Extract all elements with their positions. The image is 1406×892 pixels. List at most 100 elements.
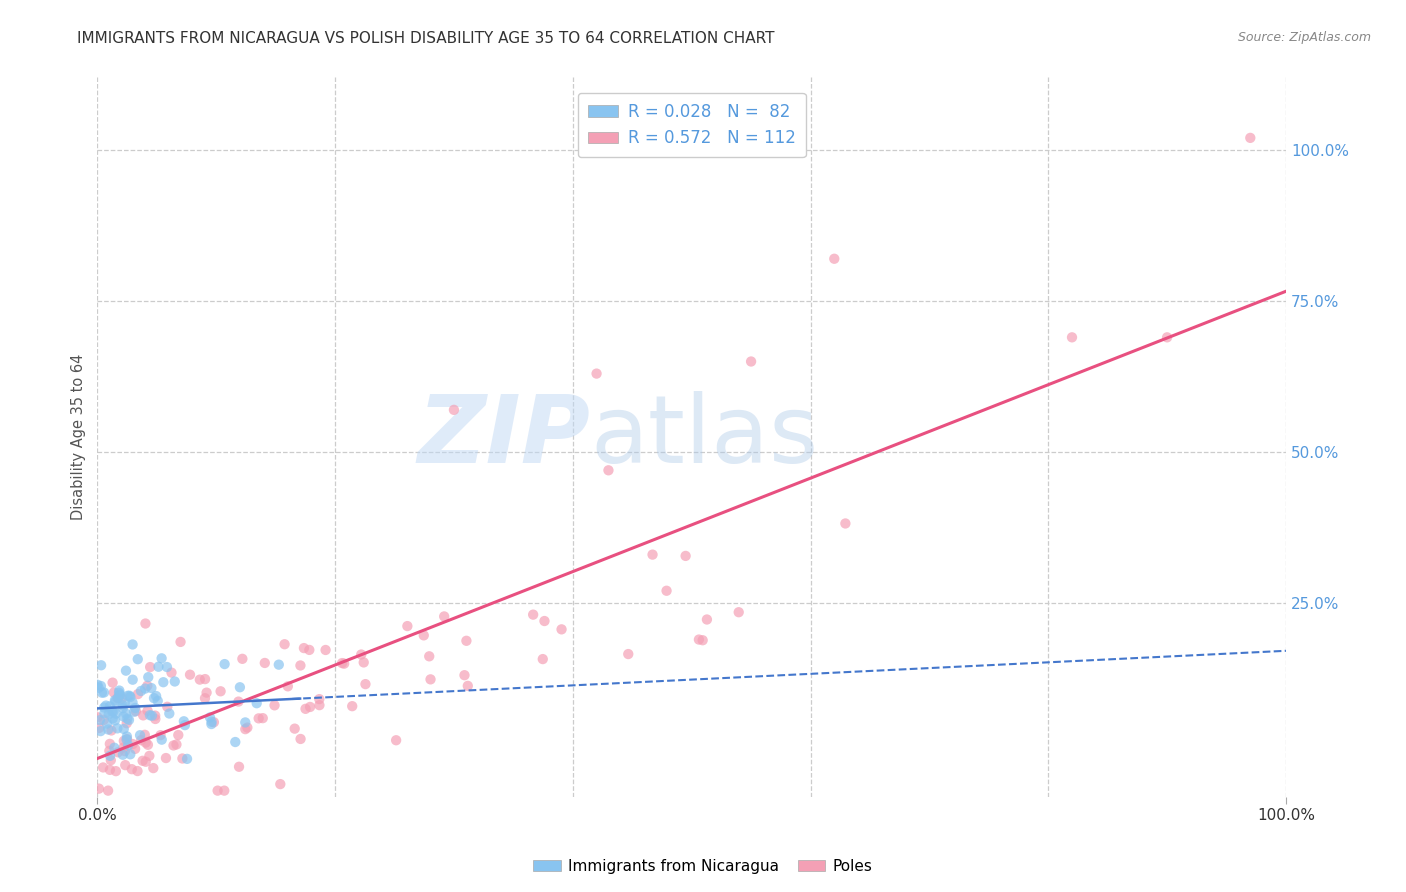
Point xyxy=(136,679,159,693)
Point xyxy=(114,758,136,772)
Point xyxy=(115,716,138,731)
Point xyxy=(115,730,138,744)
Point xyxy=(97,707,120,722)
Point xyxy=(330,656,353,670)
Point xyxy=(124,701,146,715)
Point xyxy=(207,783,229,797)
Point xyxy=(149,728,172,742)
Point xyxy=(121,637,143,651)
Point xyxy=(139,708,162,723)
Point xyxy=(132,708,155,723)
Point xyxy=(298,643,321,657)
Point xyxy=(93,700,115,714)
Point xyxy=(114,696,136,710)
Point xyxy=(91,686,114,700)
Point xyxy=(87,681,110,695)
Point xyxy=(267,657,290,672)
Point xyxy=(167,728,190,742)
Point xyxy=(273,637,295,651)
Point xyxy=(111,701,134,715)
Point xyxy=(146,694,169,708)
Point xyxy=(641,548,664,562)
Point xyxy=(531,652,554,666)
Point xyxy=(98,744,121,758)
Point xyxy=(112,740,135,755)
Point xyxy=(294,702,316,716)
Point xyxy=(107,690,129,705)
Point xyxy=(129,733,152,747)
Point xyxy=(141,708,163,723)
Point xyxy=(224,735,246,749)
Point xyxy=(252,711,274,725)
Point xyxy=(157,706,180,721)
Y-axis label: Disability Age 35 to 64: Disability Age 35 to 64 xyxy=(72,354,86,520)
Point xyxy=(104,714,127,728)
Point xyxy=(148,659,170,673)
Point xyxy=(194,691,217,706)
Point xyxy=(138,748,160,763)
Point xyxy=(108,686,131,700)
Point xyxy=(290,731,312,746)
Point xyxy=(127,652,149,666)
Point xyxy=(131,754,153,768)
Point xyxy=(354,677,377,691)
Point xyxy=(117,712,139,726)
Point xyxy=(419,673,441,687)
Point xyxy=(97,723,120,737)
Point xyxy=(247,711,270,725)
Point xyxy=(143,708,166,723)
Point xyxy=(143,712,166,726)
Point xyxy=(112,709,135,723)
Point xyxy=(176,752,198,766)
Point xyxy=(585,367,607,381)
Point xyxy=(214,783,236,797)
Point xyxy=(120,747,142,762)
Point xyxy=(269,777,291,791)
Legend: R = 0.028   N =  82, R = 0.572   N = 112: R = 0.028 N = 82, R = 0.572 N = 112 xyxy=(578,93,806,157)
Point xyxy=(198,710,221,724)
Point xyxy=(135,736,157,750)
Point xyxy=(90,679,112,693)
Point xyxy=(174,718,197,732)
Text: Source: ZipAtlas.com: Source: ZipAtlas.com xyxy=(1237,31,1371,45)
Point xyxy=(172,751,194,765)
Point xyxy=(107,745,129,759)
Point xyxy=(173,714,195,729)
Point xyxy=(143,691,166,706)
Point xyxy=(231,652,253,666)
Point xyxy=(201,714,224,729)
Point xyxy=(333,657,356,671)
Point xyxy=(342,699,364,714)
Point xyxy=(117,738,139,752)
Point xyxy=(127,764,149,778)
Point xyxy=(308,698,330,713)
Point xyxy=(236,721,259,735)
Point xyxy=(214,657,236,671)
Point xyxy=(163,674,186,689)
Point xyxy=(121,737,143,751)
Point xyxy=(195,685,218,699)
Point xyxy=(598,463,620,477)
Point xyxy=(105,722,128,736)
Point xyxy=(233,722,256,736)
Point xyxy=(228,760,250,774)
Point xyxy=(114,744,136,758)
Point xyxy=(94,698,117,713)
Point xyxy=(156,660,179,674)
Point xyxy=(134,681,156,696)
Point xyxy=(299,700,322,714)
Point xyxy=(200,717,222,731)
Point xyxy=(308,692,330,706)
Point xyxy=(136,704,159,718)
Point xyxy=(115,732,138,747)
Point xyxy=(115,664,138,678)
Point xyxy=(727,605,749,619)
Point xyxy=(385,733,408,747)
Point xyxy=(179,667,201,681)
Point xyxy=(692,633,714,648)
Point xyxy=(292,641,315,656)
Point xyxy=(127,687,149,701)
Text: atlas: atlas xyxy=(591,391,818,483)
Point xyxy=(412,628,434,642)
Point xyxy=(443,402,465,417)
